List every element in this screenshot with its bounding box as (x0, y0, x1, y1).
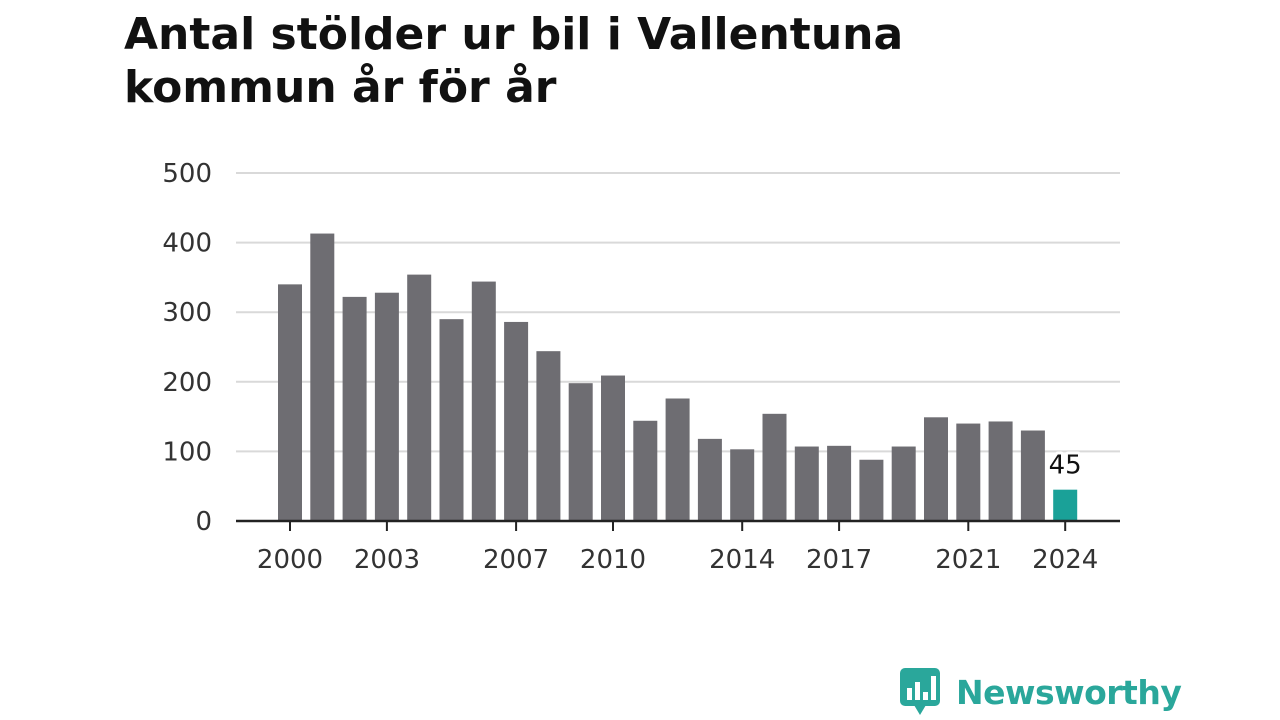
bar (665, 398, 690, 521)
bar (439, 319, 464, 521)
bar (859, 459, 884, 521)
y-axis: 0 100 200 300 400 500 (162, 159, 212, 537)
bar-chart-speech-bubble-icon (900, 668, 940, 715)
chart-title: Antal stölder ur bil i Vallentuna kommun… (124, 9, 904, 113)
x-tick-label: 2021 (935, 545, 1001, 575)
x-tick-label: 2010 (580, 545, 646, 575)
brand-name: Newsworthy (956, 672, 1182, 712)
x-axis: 2000 2003 2007 2010 2014 2017 2021 2024 (236, 519, 1120, 575)
x-tick-label: 2014 (709, 545, 775, 575)
bar (407, 274, 432, 521)
bar (1020, 430, 1045, 521)
x-tick-label: 2007 (483, 545, 549, 575)
bar (310, 233, 335, 521)
y-tick-label: 300 (162, 298, 212, 328)
bar (633, 420, 658, 521)
y-tick-label: 0 (195, 507, 212, 537)
data-labels: 45 (1046, 448, 1085, 484)
bar (924, 417, 948, 521)
x-tick-label: 2017 (806, 545, 872, 575)
bar (601, 375, 625, 521)
y-tick-label: 400 (162, 229, 212, 259)
bar (568, 383, 593, 521)
bar (278, 284, 302, 521)
y-tick-label: 100 (162, 437, 212, 467)
bar-highlight (1053, 489, 1078, 521)
bar (794, 446, 819, 521)
bar (762, 413, 787, 521)
y-tick-label: 500 (162, 159, 212, 189)
y-tick-label: 200 (162, 368, 212, 398)
bar (956, 423, 981, 521)
newsworthy-logo: Newsworthy (900, 668, 1182, 716)
bar (504, 321, 529, 521)
bar (536, 351, 561, 521)
data-label: 45 (1049, 451, 1082, 481)
bar (988, 421, 1013, 521)
bar (730, 449, 755, 521)
bar (827, 445, 852, 521)
bars (278, 233, 1078, 521)
bar (374, 292, 399, 521)
bar (342, 296, 367, 521)
x-tick-label: 2003 (354, 545, 420, 575)
x-tick-label: 2000 (257, 545, 323, 575)
bar (471, 281, 496, 521)
bar (697, 438, 722, 521)
x-tick-label: 2024 (1032, 545, 1098, 575)
bar (891, 446, 916, 521)
